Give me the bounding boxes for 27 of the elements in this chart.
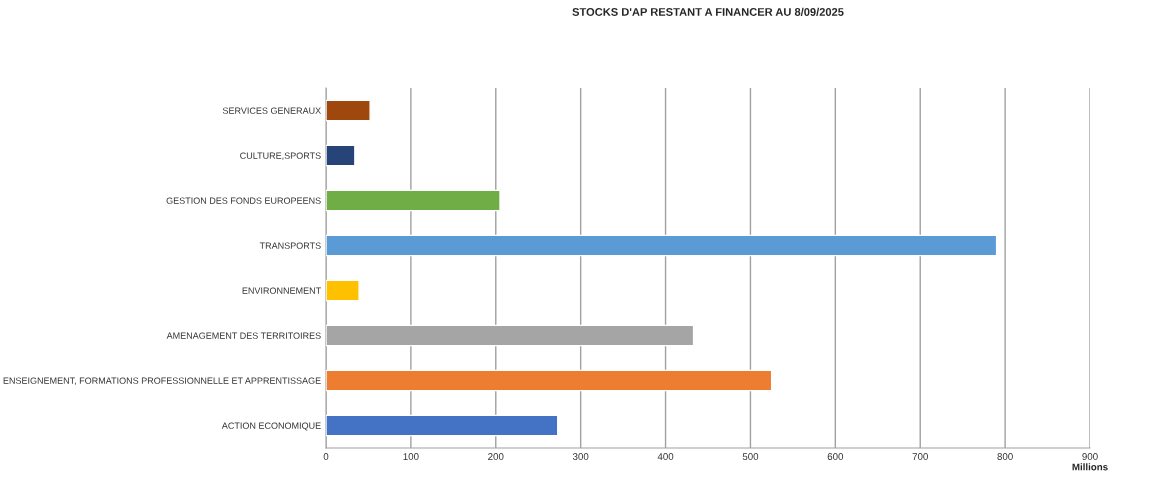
y-tick-label: AMENAGEMENT DES TERRITOIRES [166,332,321,339]
bar [326,99,371,122]
x-tick-label: 500 [742,453,759,460]
y-tick-label: GESTION DES FONDS EUROPEENS [166,197,321,204]
x-tick-label: 200 [488,453,504,460]
x-tick-label: 100 [403,453,419,460]
x-tick-label: 800 [997,453,1013,460]
x-tick-label: 0 [323,453,329,460]
bar [326,144,356,167]
x-tick-label: 700 [912,453,928,460]
x-tick-label: 600 [827,453,844,460]
bar [326,414,559,437]
y-tick-label: ENSEIGNEMENT, FORMATIONS PROFESSIONNELLE ET APPRENTISSAGE [3,377,321,385]
bar [326,234,998,257]
bar [326,369,773,392]
y-tick-label: ENVIRONNEMENT [242,287,321,294]
x-tick-label: 300 [572,453,589,460]
x-axis-title: Millions [1072,463,1108,471]
x-tick-label: 900 [1082,453,1098,460]
bar [326,189,501,212]
x-tick-label: 400 [657,453,674,460]
bar [326,279,360,302]
y-tick-label: CULTURE,SPORTS [240,152,321,160]
chart-title: STOCKS D'AP RESTANT A FINANCER AU 8/09/2025 [572,7,844,16]
y-tick-label: TRANSPORTS [259,242,321,249]
y-tick-label: ACTION ECONOMIQUE [221,422,321,431]
y-tick-label: SERVICES GENERAUX [222,107,321,114]
